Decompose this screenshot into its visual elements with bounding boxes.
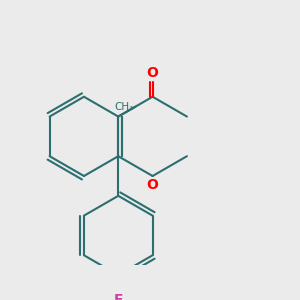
Text: O: O [147,66,158,80]
Text: F: F [113,293,123,300]
Text: O: O [147,178,158,192]
Text: CH₃: CH₃ [115,102,134,112]
